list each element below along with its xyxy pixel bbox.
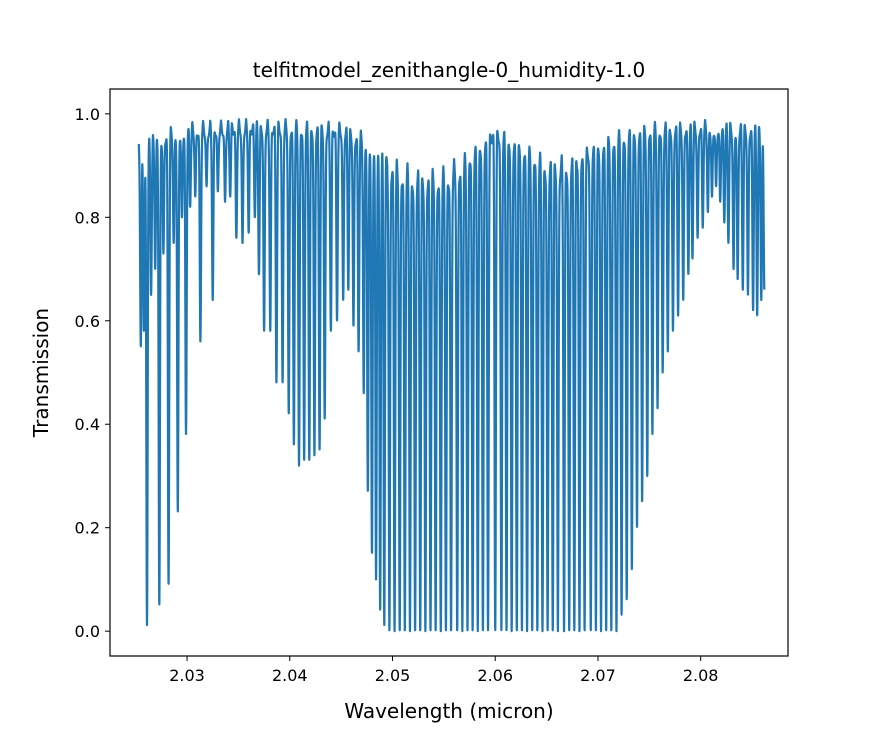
y-tick-label: 0.0 bbox=[75, 622, 100, 641]
y-tick-label: 0.6 bbox=[75, 312, 100, 331]
x-tick-label: 2.08 bbox=[683, 666, 719, 685]
axes: 2.03 2.04 2.05 2.06 2.07 2.08 0.0 0.2 0.4 0.6 0.8 1… bbox=[75, 88, 789, 685]
chart-title: telfitmodel_zenithangle-0_humidity-1.0 bbox=[253, 58, 645, 82]
transmission-series-line bbox=[137, 117, 766, 633]
plot-area bbox=[137, 117, 766, 633]
y-tick-label: 1.0 bbox=[75, 105, 100, 124]
x-tick-label: 2.06 bbox=[477, 666, 513, 685]
x-tick-label: 2.03 bbox=[169, 666, 205, 685]
x-axis-label: Wavelength (micron) bbox=[344, 699, 553, 723]
x-tick-label: 2.04 bbox=[272, 666, 308, 685]
y-axis-label: Transmission bbox=[29, 308, 53, 438]
y-tick-label: 0.4 bbox=[75, 415, 100, 434]
x-tick-label: 2.07 bbox=[580, 666, 616, 685]
y-tick-label: 0.2 bbox=[75, 519, 100, 538]
x-tick-label: 2.05 bbox=[375, 666, 411, 685]
axes-frame bbox=[109, 88, 789, 657]
y-tick-label: 0.8 bbox=[75, 208, 100, 227]
